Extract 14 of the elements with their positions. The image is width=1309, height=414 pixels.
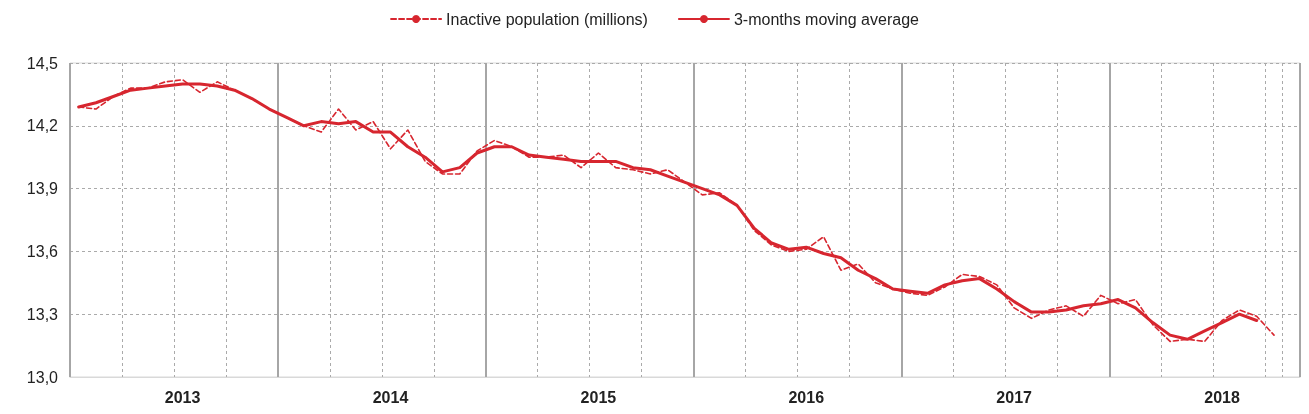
x-tick-label: 2017 — [996, 388, 1033, 406]
y-tick-label: 13,9 — [26, 180, 59, 198]
legend-label: Inactive population (millions) — [446, 10, 648, 28]
y-tick-label: 13,6 — [26, 242, 59, 260]
x-tick-label: 2015 — [580, 388, 617, 406]
y-tick-label: 14,5 — [26, 54, 59, 72]
x-tick-label: 2016 — [788, 388, 825, 406]
x-tick-label: 2018 — [1204, 388, 1240, 406]
x-tick-label: 2014 — [372, 388, 409, 406]
y-tick-label: 13,3 — [26, 305, 59, 323]
y-tick-label: 13,0 — [26, 368, 59, 386]
y-tick-label: 14,2 — [26, 117, 59, 135]
x-tick-label: 2013 — [164, 388, 201, 406]
legend-label: 3-months moving average — [733, 10, 920, 28]
